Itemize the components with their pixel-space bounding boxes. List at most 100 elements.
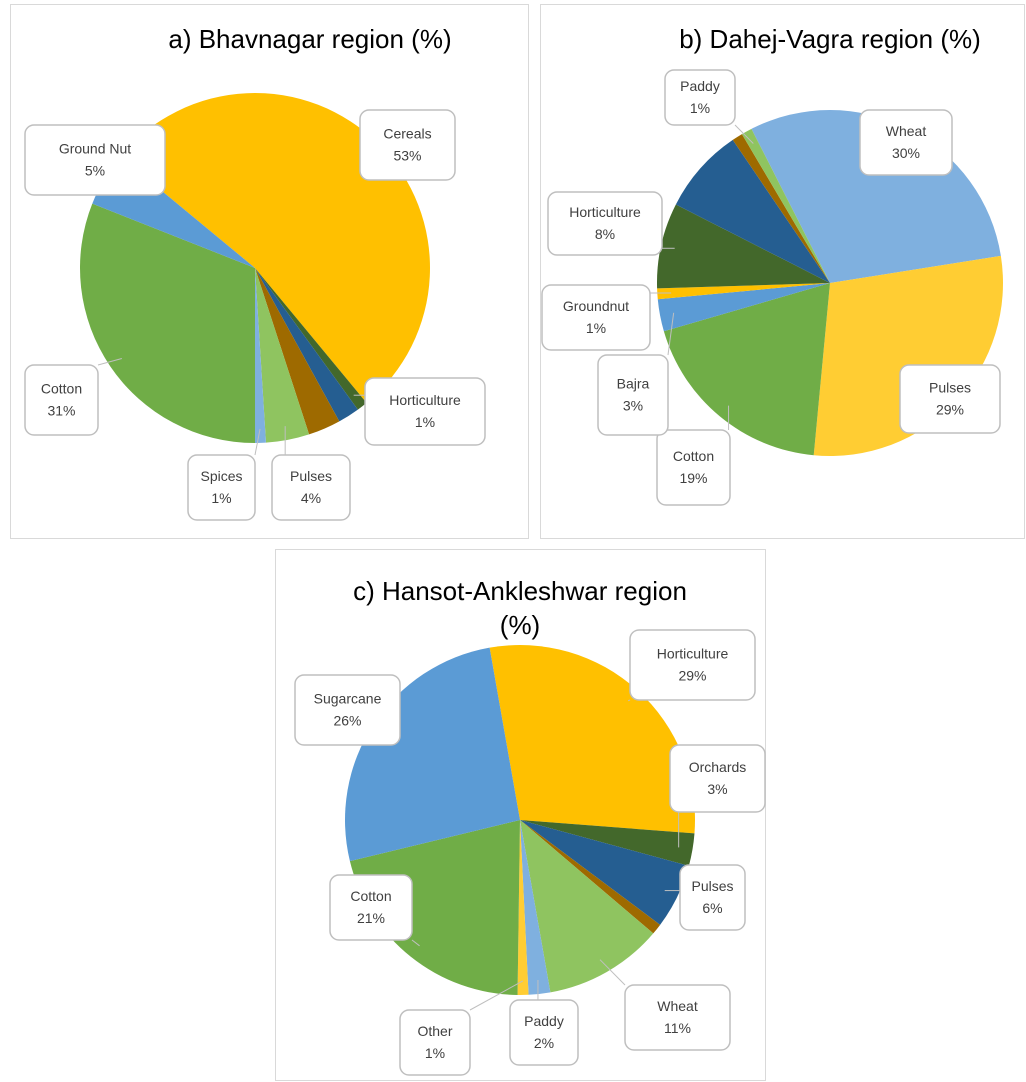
pie-slice [255, 268, 310, 443]
pie-slice [255, 268, 367, 410]
category-label: Wheat [657, 998, 698, 1014]
callout-box [359, 109, 456, 181]
category-label: Sugarcane [314, 691, 382, 707]
category-label: Wheat [886, 123, 927, 139]
category-label: Cotton [350, 888, 391, 904]
category-label: Pulses [929, 380, 971, 396]
value-label: 5% [85, 163, 105, 179]
value-label: 29% [936, 402, 964, 418]
pie-slice [520, 820, 551, 995]
callout-leader [469, 980, 524, 1011]
callout-leader [734, 124, 754, 144]
pie-slice [657, 283, 830, 332]
pie-slice [813, 255, 1003, 456]
value-label: 26% [333, 713, 361, 729]
value-label: 3% [707, 781, 727, 797]
category-label: Cotton [41, 381, 82, 397]
value-label: 4% [301, 490, 321, 506]
category-label: Horticulture [389, 392, 461, 408]
value-label: 53% [393, 148, 421, 164]
category-label: Other [417, 1023, 452, 1039]
chart-title: b) Dahej-Vagra region (%) [679, 24, 981, 54]
callout-leader [599, 959, 626, 986]
callout-box [187, 454, 256, 521]
pie-slice [520, 820, 689, 925]
pie-slice [663, 283, 830, 456]
value-label: 30% [892, 145, 920, 161]
callout-box [669, 744, 766, 813]
pie-slice [255, 268, 340, 435]
pie-slice [675, 139, 830, 283]
callout-leader [627, 699, 631, 702]
category-label: Cereals [383, 126, 431, 142]
category-label: Horticulture [569, 204, 641, 220]
callout-leader [411, 939, 420, 947]
pie-slice [520, 820, 661, 934]
callout-box [664, 69, 736, 126]
callout-box [329, 874, 413, 941]
callout-box [294, 674, 401, 746]
value-label: 1% [211, 490, 231, 506]
callout-box [509, 999, 579, 1066]
pie-slice [657, 204, 830, 289]
pie-slice [520, 820, 695, 866]
frame-b [540, 4, 1025, 539]
value-label: 2% [534, 1035, 554, 1051]
callout-box [24, 124, 166, 196]
pie [345, 645, 696, 996]
value-label: 8% [595, 226, 615, 242]
category-label: Paddy [524, 1013, 564, 1029]
chart-title: c) Hansot-Ankleshwar region (%) [353, 576, 687, 640]
value-label: 1% [586, 320, 606, 336]
value-label: 21% [357, 910, 385, 926]
callout-box [597, 354, 669, 436]
frame-a [10, 4, 529, 539]
pie-slice [520, 820, 654, 993]
callouts: Wheat 30% Pulses 29% Cotton 19% Bajra 3% Groundn… [541, 69, 1001, 506]
callouts: Horticulture 29% Orchards 3% Pulses 6% Wheat 11… [294, 629, 766, 1076]
value-label: 19% [679, 470, 707, 486]
category-label: Paddy [680, 78, 720, 94]
callout-box [679, 864, 746, 931]
frame-c [275, 549, 766, 1081]
callout-box [364, 377, 486, 446]
category-label: Pulses [290, 468, 332, 484]
pie-slice [345, 647, 520, 862]
pie-slice [732, 134, 830, 283]
pie-slice [255, 268, 358, 422]
value-label: 11% [664, 1020, 691, 1036]
callout-box [899, 364, 1001, 434]
callout-box [656, 429, 731, 506]
callout-box [859, 109, 953, 176]
category-label: Spices [200, 468, 242, 484]
pie-slice [79, 203, 255, 443]
category-label: Groundnut [563, 298, 629, 314]
pie [79, 93, 430, 443]
pie-slice [255, 268, 266, 443]
pie-slice [657, 283, 830, 300]
category-label: Cotton [673, 448, 714, 464]
callout-box [541, 284, 651, 351]
callout-leader [254, 428, 261, 456]
callouts: Cereals 53% Horticulture 1% Pulses 4% Spices 1%… [24, 109, 486, 521]
value-label: 6% [702, 900, 722, 916]
value-label: 1% [690, 100, 710, 116]
value-label: 1% [425, 1045, 445, 1061]
value-label: 29% [678, 668, 706, 684]
pie-slice [349, 820, 520, 995]
category-label: Ground Nut [59, 141, 131, 157]
category-label: Horticulture [657, 646, 729, 662]
callout-box [271, 454, 351, 521]
pie-slice [741, 128, 830, 283]
callout-box [624, 984, 731, 1051]
callout-box [629, 629, 756, 701]
category-label: Orchards [689, 759, 747, 775]
value-label: 31% [47, 403, 75, 419]
category-label: Bajra [617, 376, 650, 392]
pie-slice [517, 820, 529, 996]
callout-box [547, 191, 663, 256]
pie-slice [120, 93, 430, 403]
callout-box [24, 364, 99, 436]
